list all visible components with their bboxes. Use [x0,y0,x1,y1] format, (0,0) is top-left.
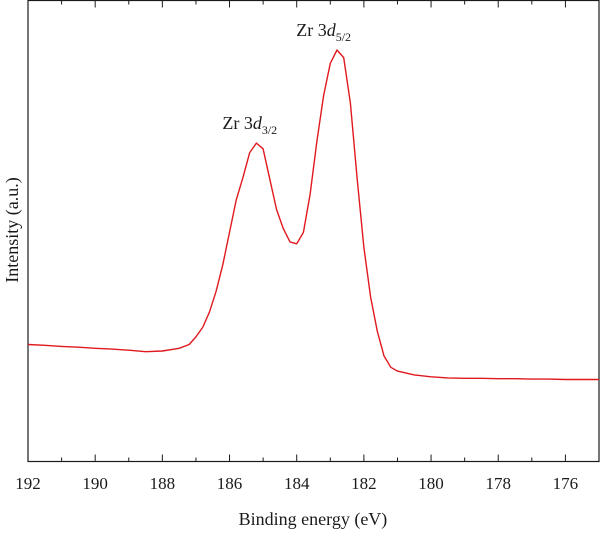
x-tick-label-190: 190 [82,474,108,493]
x-tick-label-188: 188 [150,474,176,493]
peak-label-2: Zr 3d5/2 [296,20,351,44]
x-tick-label-182: 182 [351,474,377,493]
x-axis-ticks [27,0,600,462]
x-tick-label-186: 186 [217,474,243,493]
spectrum-line [27,49,599,381]
y-axis-title: Intensity (a.u.) [2,177,23,282]
x-axis-title: Binding energy (eV) [239,509,388,530]
x-tick-label-176: 176 [553,474,579,493]
plot-frame [27,0,600,463]
x-axis-tick-labels: 192 190 188 186 184 182 180 178 176 [15,474,578,493]
peak-labels: Zr 3d3/2 Zr 3d5/2 [222,20,351,137]
x-tick-label-178: 178 [485,474,511,493]
x-tick-label-180: 180 [418,474,444,493]
x-tick-label-192: 192 [15,474,41,493]
peak-label-1: Zr 3d3/2 [222,113,277,137]
x-tick-label-184: 184 [284,474,310,493]
